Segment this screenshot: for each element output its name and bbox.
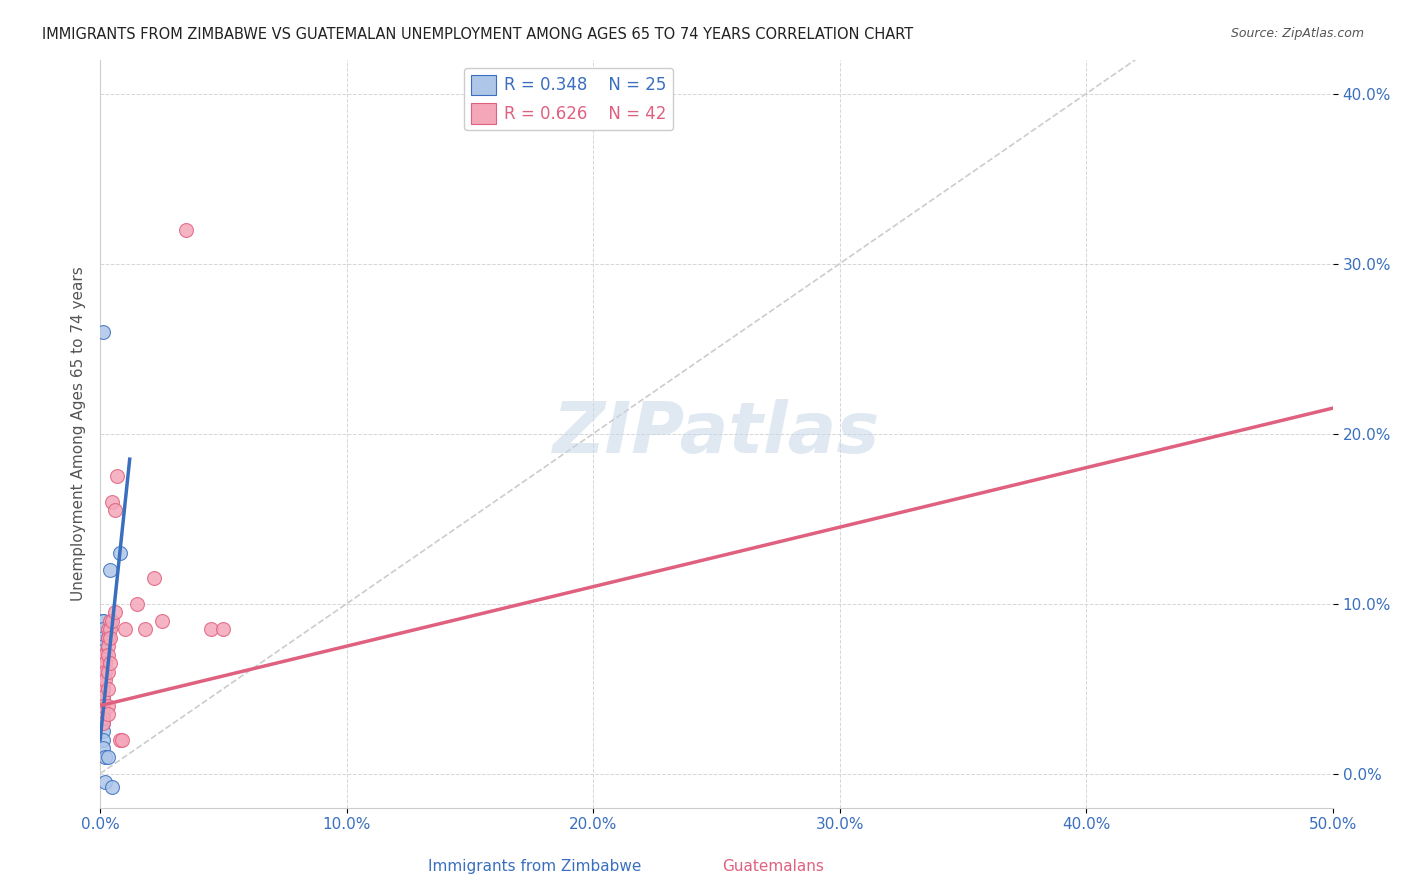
Text: Immigrants from Zimbabwe: Immigrants from Zimbabwe <box>427 859 641 874</box>
Point <box>108 546 131 560</box>
Point <box>91 715 114 730</box>
Point <box>91 702 114 716</box>
Text: IMMIGRANTS FROM ZIMBABWE VS GUATEMALAN UNEMPLOYMENT AMONG AGES 65 TO 74 YEARS CO: IMMIGRANTS FROM ZIMBABWE VS GUATEMALAN U… <box>42 27 914 42</box>
Point <box>91 715 114 730</box>
Point <box>104 503 127 517</box>
Point <box>91 665 114 679</box>
Point <box>91 673 114 688</box>
Point <box>94 665 117 679</box>
Point <box>96 648 118 662</box>
Point <box>91 665 114 679</box>
Point <box>91 656 114 670</box>
Point <box>98 631 121 645</box>
Point <box>91 724 114 739</box>
Point <box>98 622 121 636</box>
Point <box>200 622 222 636</box>
Point <box>96 681 118 696</box>
Point <box>91 639 114 653</box>
Point <box>91 614 114 628</box>
Legend: R = 0.348    N = 25, R = 0.626    N = 42: R = 0.348 N = 25, R = 0.626 N = 42 <box>464 68 673 130</box>
Point <box>127 597 149 611</box>
Point <box>96 639 118 653</box>
Point <box>101 780 124 795</box>
Point <box>96 631 118 645</box>
Point <box>91 710 114 724</box>
Point <box>94 673 117 688</box>
Point <box>101 494 124 508</box>
Point <box>91 622 114 636</box>
Point <box>96 698 118 713</box>
Point <box>91 631 114 645</box>
Point <box>91 698 114 713</box>
Point <box>143 571 166 585</box>
Point <box>105 469 128 483</box>
Point <box>176 222 198 236</box>
Point <box>91 648 114 662</box>
Point <box>91 656 114 670</box>
Text: ZIPatlas: ZIPatlas <box>553 399 880 468</box>
Y-axis label: Unemployment Among Ages 65 to 74 years: Unemployment Among Ages 65 to 74 years <box>72 267 86 601</box>
Point <box>212 622 235 636</box>
Point <box>94 656 117 670</box>
Point <box>96 622 118 636</box>
Point <box>96 707 118 722</box>
Point <box>91 741 114 756</box>
Point <box>91 681 114 696</box>
Point <box>96 749 118 764</box>
Point <box>96 631 118 645</box>
Point <box>94 648 117 662</box>
Point <box>98 656 121 670</box>
Point <box>91 690 114 705</box>
Point <box>134 622 156 636</box>
Point <box>98 614 121 628</box>
Point <box>91 732 114 747</box>
Point <box>91 644 114 658</box>
Point <box>91 707 114 722</box>
Point <box>91 673 114 688</box>
Point <box>91 690 114 705</box>
Point <box>91 706 114 720</box>
Point <box>91 325 114 339</box>
Text: Source: ZipAtlas.com: Source: ZipAtlas.com <box>1230 27 1364 40</box>
Point <box>96 665 118 679</box>
Point <box>94 775 117 789</box>
Point <box>111 732 134 747</box>
Point <box>91 614 114 628</box>
Point <box>114 622 136 636</box>
Point <box>91 698 114 713</box>
Point <box>91 681 114 696</box>
Point <box>104 605 127 619</box>
Point <box>150 614 173 628</box>
Point <box>94 749 117 764</box>
Point <box>108 732 131 747</box>
Point <box>98 563 121 577</box>
Point <box>101 614 124 628</box>
Text: Guatemalans: Guatemalans <box>723 859 824 874</box>
